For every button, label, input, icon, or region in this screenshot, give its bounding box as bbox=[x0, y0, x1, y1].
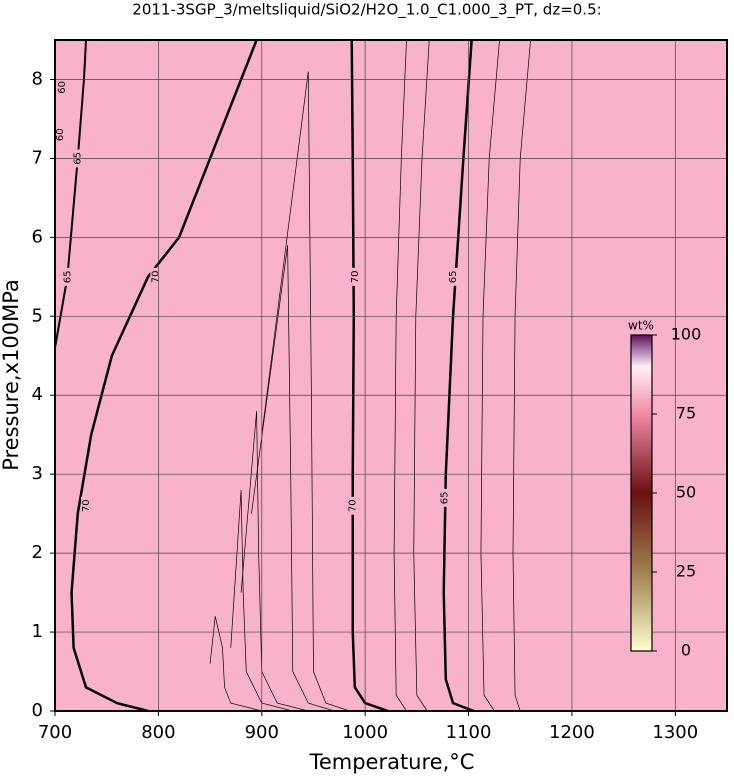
contour-label-bg bbox=[349, 267, 360, 286]
contour-label-bg bbox=[55, 125, 66, 144]
contour-label-bg bbox=[448, 267, 459, 286]
contour-line bbox=[251, 245, 335, 711]
x-tick-label: 900 bbox=[245, 722, 279, 743]
contour-label-bg bbox=[57, 78, 68, 97]
contour-line bbox=[442, 40, 475, 711]
colorbar-tick-label: 75 bbox=[676, 404, 696, 423]
plot-background bbox=[55, 40, 727, 711]
colorbar bbox=[630, 334, 653, 652]
x-tick-label: 800 bbox=[141, 722, 175, 743]
y-tick-label: 2 bbox=[32, 542, 43, 563]
contour-label: 65 bbox=[448, 270, 459, 283]
contour-label-bg bbox=[347, 496, 358, 515]
contour-label: 70 bbox=[150, 270, 161, 283]
contour-line bbox=[512, 40, 531, 711]
x-tick-label: 1000 bbox=[342, 722, 388, 743]
x-tick-label: 1200 bbox=[549, 722, 595, 743]
contour-label: 70 bbox=[348, 499, 359, 512]
colorbar-label: wt% bbox=[628, 319, 654, 333]
colorbar-tick-label: 100 bbox=[671, 325, 702, 344]
contour-line bbox=[413, 40, 430, 711]
contour-line bbox=[261, 71, 350, 711]
y-tick-label: 3 bbox=[32, 463, 43, 484]
y-tick-label: 0 bbox=[32, 700, 43, 721]
y-tick-label: 7 bbox=[32, 147, 43, 168]
contour-label-bg bbox=[439, 488, 450, 507]
contour-label-bg bbox=[81, 496, 92, 515]
contour-label-bg bbox=[62, 267, 73, 286]
contour-label: 60 bbox=[57, 81, 68, 94]
contour-line bbox=[393, 40, 407, 711]
contour-label: 60 bbox=[55, 128, 66, 141]
colorbar-tick-label: 50 bbox=[676, 483, 696, 502]
contour-label: 65 bbox=[440, 491, 451, 504]
contour-line bbox=[240, 410, 309, 711]
y-tick-label: 5 bbox=[32, 305, 43, 326]
colorbar-tick-label: 0 bbox=[681, 641, 691, 660]
contour-label: 70 bbox=[350, 270, 361, 283]
contour-label: 65 bbox=[62, 270, 73, 283]
x-tick-label: 1300 bbox=[652, 722, 698, 743]
contour-line bbox=[480, 40, 500, 711]
x-tick-label: 700 bbox=[38, 722, 72, 743]
contour-label: 70 bbox=[81, 499, 92, 512]
plot-frame bbox=[54, 39, 728, 712]
x-axis-label: Temperature,°C bbox=[309, 750, 475, 774]
contour-label-bg bbox=[150, 267, 161, 286]
y-tick-label: 4 bbox=[32, 384, 43, 405]
y-axis-label: Pressure,x100MPa bbox=[0, 279, 23, 471]
contour-line bbox=[209, 616, 262, 711]
x-tick-label: 1100 bbox=[446, 722, 492, 743]
colorbar-tick-label: 25 bbox=[676, 562, 696, 581]
y-tick-label: 6 bbox=[32, 226, 43, 247]
y-tick-label: 8 bbox=[32, 68, 43, 89]
chart-title: 2011-3SGP_3/meltsliquid/SiO2/H2O_1.0_C1.… bbox=[132, 1, 601, 20]
y-tick-label: 1 bbox=[32, 621, 43, 642]
